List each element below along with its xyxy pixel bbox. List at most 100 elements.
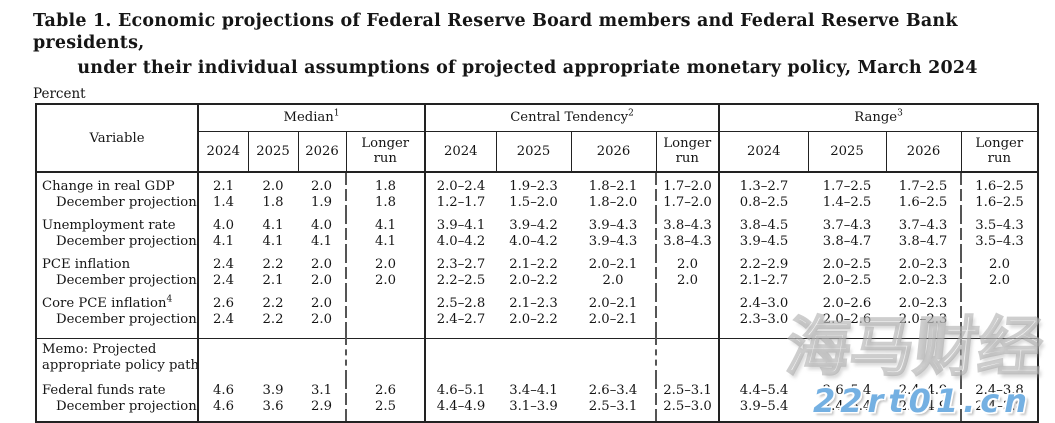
cell-range-2024: 0.8–2.5 — [718, 195, 809, 211]
cell-ct-2024: 4.0–4.2 — [424, 234, 496, 250]
spacer-cell — [424, 328, 496, 338]
ct-longer-run-header: Longer run — [655, 131, 720, 173]
cell-median-longer-run: 2.0 — [345, 257, 425, 273]
spacer-cell — [808, 172, 886, 179]
cell-range-longer-run — [960, 296, 1039, 312]
memo-cell — [298, 337, 346, 376]
cell-ct-2024: 2.5–2.8 — [424, 296, 496, 312]
cell-ct-2026: 2.0–2.1 — [588, 257, 638, 272]
row-label: Unemployment rate — [42, 218, 176, 233]
range-footnote-sup: 3 — [897, 108, 903, 119]
spacer-cell — [960, 172, 1039, 179]
spacer-cell — [960, 289, 1039, 296]
spacer-cell — [248, 250, 298, 257]
cell-median-longer-run — [345, 296, 425, 312]
memo-cell — [960, 337, 1039, 376]
row-label: December projection — [56, 312, 197, 327]
spacer-cell — [496, 172, 571, 179]
memo-cell — [248, 337, 298, 376]
cell-ct-longer-run: 2.5–3.0 — [654, 399, 720, 415]
spacer-cell — [248, 289, 298, 296]
cell-ct-2026: 1.8–2.1 — [588, 179, 638, 194]
memo-cell — [808, 337, 887, 376]
row-label: December projection — [56, 399, 197, 414]
spacer-cell — [298, 376, 346, 383]
cell-range-longer-run: 2.0 — [960, 273, 1039, 289]
cell-ct-longer-run: 3.8–4.3 — [654, 234, 720, 250]
cell-median-2024: 4.6 — [197, 383, 248, 399]
cell-ct-2025: 3.9–4.2 — [509, 218, 558, 233]
central-tendency-footnote-sup: 2 — [628, 108, 634, 119]
spacer-cell — [345, 376, 425, 383]
cell-ct-2024: 4.4–4.9 — [424, 399, 496, 415]
cell-ct-2025: 3.1–3.9 — [509, 399, 558, 414]
cell-ct-longer-run: 1.7–2.0 — [654, 179, 720, 195]
cell-ct-longer-run — [654, 296, 720, 312]
spacer-cell — [571, 376, 656, 383]
spacer-cell — [496, 289, 571, 296]
spacer-cell — [808, 250, 886, 257]
cell-median-2026: 2.0 — [311, 273, 332, 288]
spacer-cell — [36, 289, 198, 296]
cell-median-2024: 2.1 — [197, 179, 248, 195]
cell-median-longer-run: 1.8 — [345, 195, 425, 211]
cell-ct-longer-run: 1.7–2.0 — [654, 195, 720, 211]
cell-range-2025: 2.0–2.5 — [822, 257, 872, 272]
cell-range-longer-run — [960, 312, 1039, 328]
range-group-label: Range — [854, 110, 898, 126]
median-2026-header: 2026 — [297, 131, 346, 173]
range-group-header: Range3 — [718, 104, 1039, 132]
ct-2024-header: 2024 — [424, 131, 496, 173]
cell-ct-longer-run: 2.0 — [654, 257, 720, 273]
spacer-cell — [571, 328, 656, 338]
spacer-cell — [571, 172, 656, 179]
cell-ct-longer-run: 2.0 — [654, 273, 720, 289]
spacer-cell — [197, 328, 248, 338]
cell-range-2026: 2.0–2.3 — [898, 257, 948, 272]
spacer-cell — [571, 289, 656, 296]
cell-range-longer-run: 2.0 — [960, 257, 1039, 273]
memo-label: Memo: Projected appropriate policy path — [36, 337, 199, 376]
table-title: Table 1. Economic projections of Federal… — [0, 10, 1055, 79]
range-2025-header: 2025 — [807, 131, 887, 173]
cell-median-2025: 2.2 — [262, 296, 284, 311]
spacer-cell — [36, 328, 198, 338]
row-label: Core PCE inflation4 — [42, 294, 173, 311]
percent-label: Percent — [33, 86, 86, 102]
cell-ct-2026: 2.0–2.1 — [588, 296, 638, 311]
cell-range-2024: 3.9–5.4 — [718, 399, 809, 415]
cell-median-2024: 4.6 — [197, 399, 248, 415]
cell-ct-2026: 3.9–4.3 — [588, 234, 638, 249]
spacer-cell — [571, 250, 656, 257]
cell-ct-2025: 1.5–2.0 — [509, 195, 558, 210]
cell-range-2024: 4.4–5.4 — [718, 383, 809, 399]
cell-ct-2025: 2.0–2.2 — [509, 312, 558, 327]
spacer-cell — [424, 172, 496, 179]
spacer-cell — [718, 289, 809, 296]
cell-range-2024: 2.1–2.7 — [718, 273, 809, 289]
cell-ct-longer-run: 2.5–3.1 — [654, 383, 720, 399]
median-group-label: Median — [283, 110, 334, 126]
cell-ct-2026: 3.9–4.3 — [588, 218, 638, 233]
cell-median-2024: 2.6 — [197, 296, 248, 312]
ct-2026-header: 2026 — [570, 131, 656, 173]
cell-range-2025: 1.4–2.5 — [822, 195, 872, 210]
spacer-cell — [424, 250, 496, 257]
spacer-cell — [654, 289, 720, 296]
cell-range-2025: 2.0–2.6 — [822, 312, 872, 327]
spacer-cell — [298, 172, 346, 179]
central-tendency-group-label: Central Tendency — [510, 110, 629, 126]
cell-median-2024: 4.1 — [197, 234, 248, 250]
spacer-cell — [654, 376, 720, 383]
row-label: PCE inflation — [42, 257, 131, 272]
cell-range-2026: 1.6–2.5 — [898, 195, 948, 210]
cell-ct-2026: 2.5–3.1 — [588, 399, 638, 414]
cell-median-longer-run: 2.5 — [345, 399, 425, 415]
cell-median-longer-run: 2.0 — [345, 273, 425, 289]
cell-median-2025: 2.2 — [262, 312, 284, 327]
spacer-cell — [808, 376, 886, 383]
memo-cell — [424, 337, 496, 376]
cell-range-2024: 2.3–3.0 — [718, 312, 809, 328]
cell-ct-2025: 2.0–2.2 — [509, 273, 558, 288]
spacer-cell — [960, 250, 1039, 257]
